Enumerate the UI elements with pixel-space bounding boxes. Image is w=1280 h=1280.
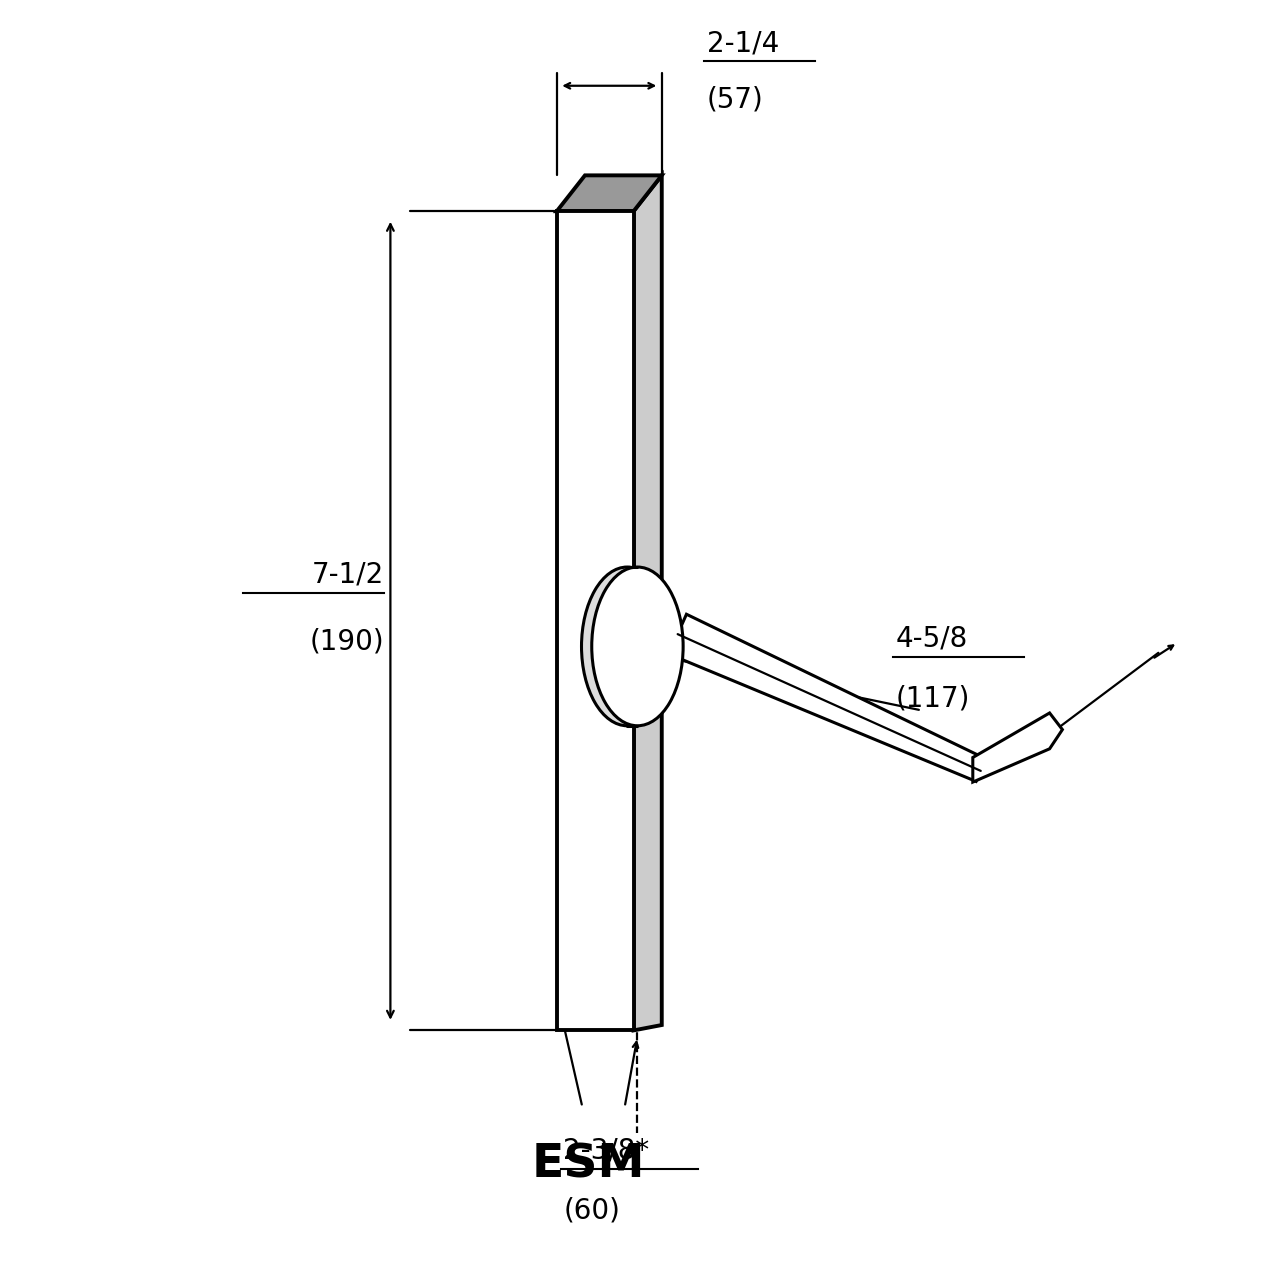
- Polygon shape: [669, 614, 986, 781]
- Text: (190): (190): [310, 627, 384, 655]
- Ellipse shape: [591, 567, 684, 726]
- Polygon shape: [634, 175, 662, 1030]
- Text: ESM: ESM: [532, 1142, 645, 1188]
- Text: (60): (60): [563, 1197, 620, 1225]
- Text: (57): (57): [707, 86, 763, 114]
- Polygon shape: [973, 713, 1062, 782]
- Text: 2-1/4: 2-1/4: [707, 29, 778, 58]
- Ellipse shape: [581, 567, 673, 726]
- Text: 2-3/8*: 2-3/8*: [563, 1137, 649, 1165]
- Text: 4-5/8: 4-5/8: [896, 625, 968, 653]
- Polygon shape: [557, 211, 634, 1030]
- Text: 7-1/2: 7-1/2: [312, 561, 384, 589]
- Text: (117): (117): [896, 685, 970, 713]
- Polygon shape: [557, 175, 662, 211]
